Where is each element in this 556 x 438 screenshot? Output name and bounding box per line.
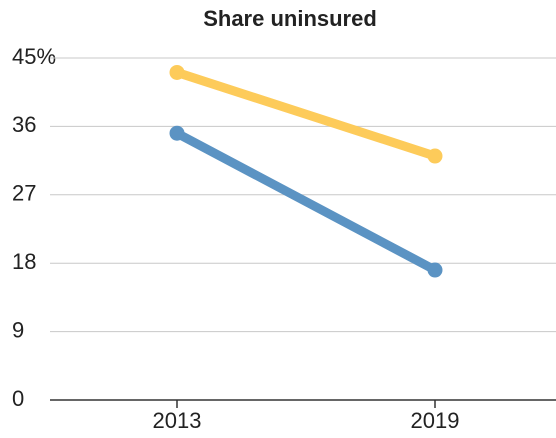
x-tick-label: 2019 xyxy=(411,408,460,433)
y-tick-label: 27 xyxy=(12,181,36,206)
point xyxy=(169,125,185,141)
x-tick-label: 2013 xyxy=(153,408,202,433)
chart-title: Share uninsured xyxy=(203,6,377,31)
y-tick-label: 9 xyxy=(12,317,24,342)
point xyxy=(427,148,443,164)
y-tick-label: 18 xyxy=(12,249,36,274)
point xyxy=(427,262,443,278)
y-tick-label: 0 xyxy=(12,386,24,411)
line xyxy=(172,67,440,161)
point xyxy=(169,64,185,80)
y-tick-label: 45% xyxy=(12,44,56,69)
y-tick-label: 36 xyxy=(12,112,36,137)
line xyxy=(172,128,440,275)
